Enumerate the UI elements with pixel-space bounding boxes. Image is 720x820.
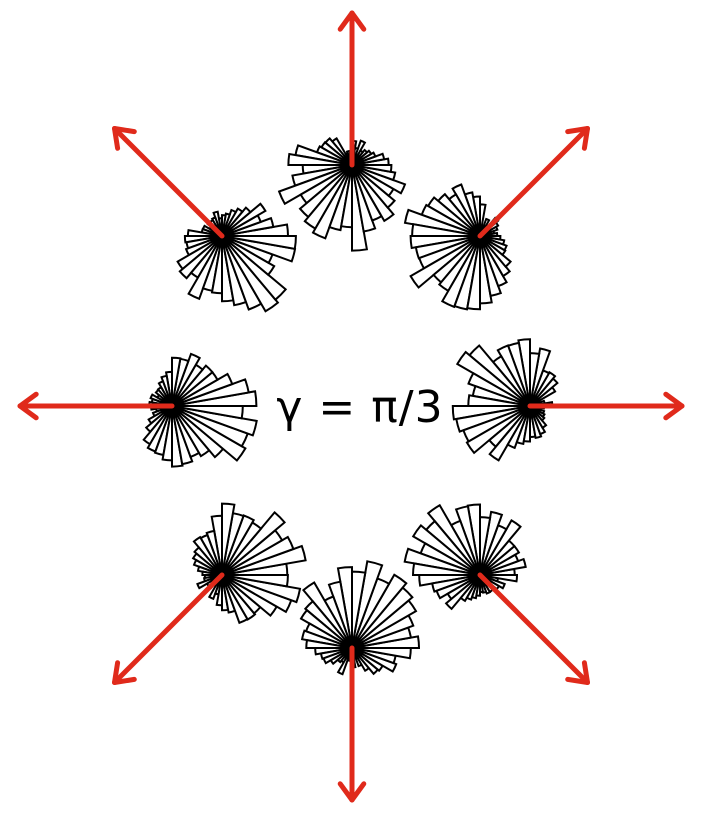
rose-petal <box>299 608 353 649</box>
rose-petal <box>221 502 236 576</box>
rose-top-left <box>112 126 297 313</box>
rose-petal <box>426 503 481 576</box>
rose-petal <box>221 235 288 302</box>
roses-layer <box>17 10 685 803</box>
rose-petal <box>171 405 247 462</box>
rose-petal <box>351 164 407 195</box>
rose-petal <box>479 235 508 252</box>
rose-petal <box>351 647 398 673</box>
rose-petal <box>529 347 552 407</box>
rose-petal <box>515 405 531 446</box>
rose-petal <box>171 364 214 407</box>
rose-petal <box>455 350 531 407</box>
rose-petal <box>221 235 297 250</box>
direction-arrow-shaft <box>112 572 225 685</box>
rose-petal <box>221 235 276 277</box>
rose-petal <box>467 371 531 407</box>
direction-arrow-head <box>112 126 137 151</box>
rose-petal <box>192 558 223 576</box>
rose-petal <box>411 523 481 576</box>
rose-petal <box>351 647 412 660</box>
rose-petal <box>351 164 393 173</box>
direction-arrow-head <box>565 660 590 685</box>
rose-petal <box>351 164 395 223</box>
direction-arrow-head <box>337 781 367 803</box>
rose-petal <box>305 638 353 649</box>
rose-petal <box>300 629 353 649</box>
rose-left <box>17 352 258 468</box>
rose-petal <box>221 235 280 313</box>
rose-petal <box>221 208 238 237</box>
rose-petal <box>444 574 481 611</box>
direction-arrow-shaft <box>477 572 590 685</box>
rose-bottom-right <box>403 503 590 685</box>
direction-arrow-head <box>565 126 590 151</box>
rose-petal <box>522 405 531 443</box>
rose-petal <box>221 574 302 604</box>
direction-arrow-shaft <box>112 126 225 239</box>
rose-petal <box>303 599 353 649</box>
rose-bottom-left <box>112 502 307 685</box>
rose-petal <box>506 405 531 450</box>
rose-top-right <box>403 126 590 311</box>
rose-petal <box>453 235 481 311</box>
direction-arrow-head <box>663 391 685 421</box>
rose-petal <box>403 547 481 576</box>
rose-petal <box>171 352 202 407</box>
direction-arrow-shaft <box>477 126 590 239</box>
rose-petal <box>465 405 531 455</box>
rose-petal <box>311 164 353 240</box>
rose-petal <box>301 581 353 649</box>
rose-petal <box>221 574 289 588</box>
rose-petal <box>411 562 481 576</box>
rose-petal <box>221 510 287 576</box>
direction-arrow-head <box>17 391 39 421</box>
rose-petal <box>336 647 353 676</box>
rose-petal <box>479 574 519 583</box>
rose-petal <box>187 235 223 301</box>
rose-petal <box>171 405 258 437</box>
rose-petal <box>351 164 397 210</box>
rose-right <box>451 338 685 462</box>
rose-petal <box>178 235 223 280</box>
rose-petal <box>479 519 522 576</box>
rose-petal <box>171 356 182 407</box>
rose-petal <box>409 235 481 289</box>
direction-arrow-head <box>337 10 367 32</box>
gamma-label: γ = π/3 <box>276 382 444 433</box>
rose-petal <box>466 235 481 311</box>
rose-bottom <box>299 560 421 803</box>
rose-petal <box>479 510 504 576</box>
rose-petal <box>191 552 223 576</box>
rose-petal <box>328 164 353 232</box>
rose-petal <box>351 560 384 649</box>
direction-arrow-head <box>112 660 137 685</box>
rose-petal <box>403 208 481 237</box>
rose-petal <box>488 405 531 462</box>
rose-petal <box>287 152 353 166</box>
rose-petal <box>171 405 244 420</box>
rose-petal <box>351 573 408 649</box>
rose-petal <box>351 164 397 182</box>
rose-top <box>277 10 407 252</box>
